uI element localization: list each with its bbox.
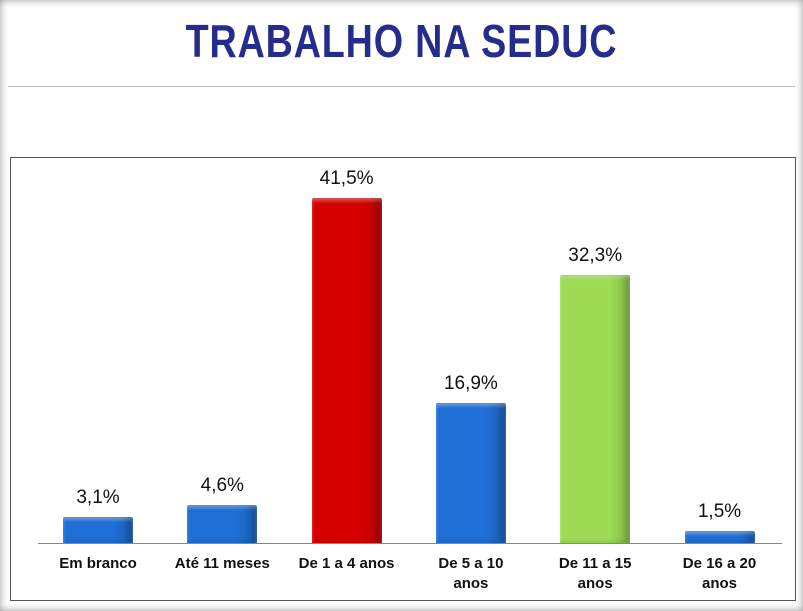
x-tick-label: Em branco: [59, 555, 137, 572]
value-label: 16,9%: [443, 372, 498, 394]
chart-frame: [10, 157, 796, 601]
bar: [187, 504, 258, 543]
x-tick-label: Até 11 meses: [174, 555, 270, 572]
bar: [435, 402, 506, 543]
x-tick-label: De 1 a 4 anos: [298, 555, 395, 572]
title-rule: [8, 86, 795, 87]
value-label: 32,3%: [568, 244, 623, 266]
value-label: 41,5%: [319, 168, 374, 190]
x-tick-label: De 11 a 15 anos: [558, 555, 632, 592]
bar: [63, 517, 133, 543]
x-tick-label: De 5 a 10 anos: [438, 555, 504, 592]
baseline: [38, 543, 782, 544]
value-label: 4,6%: [200, 474, 244, 496]
bar: [560, 274, 631, 543]
bar: [684, 530, 755, 543]
value-label: 1,5%: [697, 500, 742, 522]
value-label: 3,1%: [76, 487, 120, 509]
chart-title: TRABALHO NA SEDUC: [185, 15, 618, 67]
bar: [311, 198, 382, 543]
x-tick-label: De 16 a 20 anos: [682, 555, 757, 592]
